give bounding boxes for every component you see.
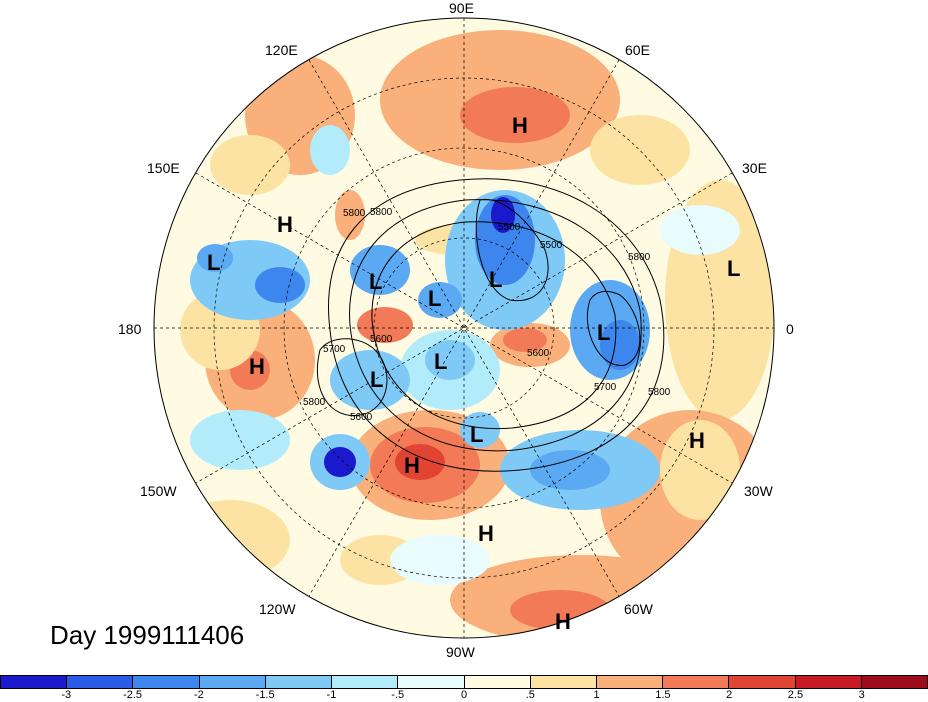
colorbar-swatch <box>794 675 861 689</box>
high-center: H <box>478 521 494 546</box>
low-center: L <box>370 367 383 392</box>
contour-value-labels: 5800 5800 5500 5800 5700 5600 5800 5700 … <box>303 207 671 423</box>
colorbar-swatch <box>331 675 398 689</box>
colorbar-tick-label: -1 <box>326 689 337 701</box>
colorbar-swatch <box>595 675 663 689</box>
lon-label-0: 0 <box>786 321 794 337</box>
colorbar-tick-label: 0 <box>460 689 468 701</box>
colorbar-tick-label: -.5 <box>391 689 405 701</box>
low-center: L <box>369 269 382 294</box>
colorbar-swatch <box>463 675 530 689</box>
colorbar-tick-label: -1.5 <box>255 689 275 701</box>
lon-label-120w: 120W <box>259 601 296 617</box>
lon-label-30e: 30E <box>742 160 767 176</box>
lon-label-30w: 30W <box>744 483 773 499</box>
lon-label-90w: 90W <box>446 644 475 660</box>
lon-label-90e: 90E <box>449 0 474 16</box>
day-title: Day 1999111406 <box>50 620 245 650</box>
low-center: L <box>434 349 447 374</box>
colorbar-tick-label: 2 <box>726 689 733 701</box>
colorbar-swatch <box>397 675 464 689</box>
contour-label: 5700 <box>323 344 346 355</box>
colorbar-swatch <box>728 675 795 689</box>
lon-label-60e: 60E <box>625 42 650 58</box>
contour-label: 5800 <box>370 207 393 218</box>
colorbar-swatch <box>132 675 199 689</box>
contour-label: 5800 <box>628 252 651 263</box>
contour-label: 5500 <box>498 222 521 233</box>
colorbar-tick-label: 2.5 <box>787 689 804 701</box>
contour-label: 5600 <box>350 412 373 423</box>
lon-label-150w: 150W <box>140 483 177 499</box>
lon-label-180: 180 <box>118 321 142 337</box>
colorbar-swatch <box>66 675 133 689</box>
colorbar-tick-label: 1.5 <box>655 689 671 701</box>
lon-label-150e: 150E <box>147 160 180 176</box>
graticule <box>154 18 774 638</box>
colorbar-tick-label: 1 <box>593 689 600 701</box>
lon-label-60w: 60W <box>624 601 653 617</box>
low-center: L <box>207 250 220 275</box>
contour-label: 5800 <box>648 387 671 398</box>
colorbar-tick-label: -2 <box>193 689 204 701</box>
height-contours <box>316 178 665 472</box>
colorbar-swatch <box>264 675 332 689</box>
high-center: H <box>277 212 293 237</box>
colorbar <box>0 675 928 689</box>
high-center: H <box>689 428 705 453</box>
low-center: L <box>727 256 740 281</box>
contour-label: 5700 <box>594 382 617 393</box>
colorbar-swatch <box>662 675 729 689</box>
colorbar-swatch <box>0 675 67 689</box>
lon-label-120e: 120E <box>265 42 298 58</box>
high-center: H <box>249 354 265 379</box>
colorbar-tick-label: -3 <box>61 689 72 701</box>
contour-label: 5600 <box>527 348 550 359</box>
contour-label: 5800 <box>343 208 366 219</box>
low-center: L <box>470 422 483 447</box>
low-center: L <box>597 320 610 345</box>
map-boundary <box>153 17 775 639</box>
pressure-center-labels: H H H H H H H L L L L L L L L L <box>207 113 740 634</box>
high-center: H <box>555 609 571 634</box>
colorbar-tick-label: -2.5 <box>123 689 143 701</box>
colorbar-swatch <box>198 675 265 689</box>
high-center: H <box>512 113 528 138</box>
low-center: L <box>489 267 502 292</box>
high-center: H <box>404 453 420 478</box>
colorbar-swatch <box>529 675 596 689</box>
colorbar-swatch <box>860 675 928 689</box>
contour-label: 5600 <box>370 334 393 345</box>
colorbar-tick-label: .5 <box>525 689 535 701</box>
colorbar-tick-label: 3 <box>858 689 865 701</box>
contour-label: 5800 <box>303 397 326 408</box>
low-center: L <box>428 286 441 311</box>
contour-label: 5500 <box>540 240 563 251</box>
